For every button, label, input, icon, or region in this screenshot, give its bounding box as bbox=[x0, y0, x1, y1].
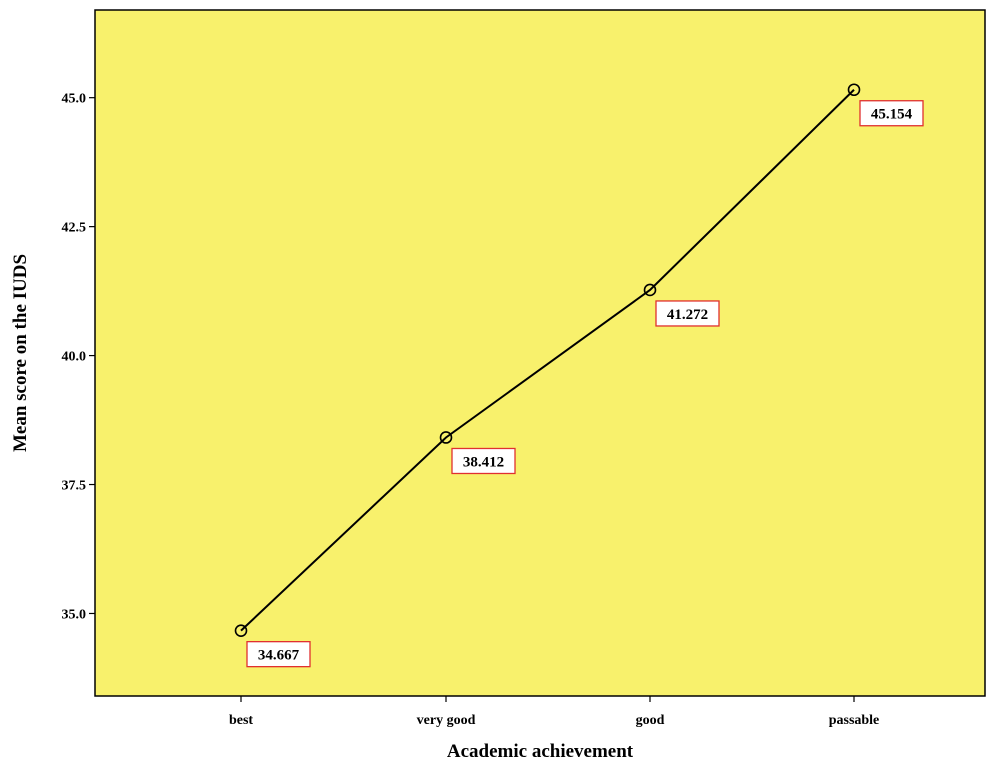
x-tick-label: passable bbox=[829, 713, 880, 728]
data-label-box bbox=[655, 300, 720, 327]
data-point-marker bbox=[643, 283, 657, 297]
data-label-box bbox=[246, 640, 311, 668]
y-tick-label: 40.0 bbox=[62, 350, 87, 365]
data-labels: 34.667 38.412 41.272 45.154 bbox=[246, 100, 924, 668]
data-label: 34.667 bbox=[246, 640, 311, 668]
data-point-marker bbox=[847, 83, 861, 97]
data-label: 45.154 bbox=[859, 100, 924, 127]
data-label-text: 41.272 bbox=[667, 307, 708, 323]
data-label: 41.272 bbox=[655, 300, 720, 327]
y-tick-label: 35.0 bbox=[62, 607, 87, 622]
data-label-text: 34.667 bbox=[258, 648, 300, 664]
x-tick-label: good bbox=[636, 713, 665, 728]
data-label-text: 38.412 bbox=[463, 454, 504, 470]
series-layer bbox=[234, 83, 861, 637]
data-label: 38.412 bbox=[451, 447, 516, 475]
x-axis-title: Academic achievement bbox=[447, 741, 634, 762]
data-label-box bbox=[451, 447, 516, 475]
data-point-marker bbox=[234, 624, 248, 637]
data-label-box bbox=[859, 100, 924, 127]
y-axis: 35.0 37.5 40.0 42.5 45.0 bbox=[62, 92, 95, 622]
y-tick-label: 37.5 bbox=[62, 479, 87, 494]
x-tick-label: best bbox=[229, 713, 253, 728]
y-tick-label: 45.0 bbox=[62, 92, 87, 107]
plot-area bbox=[94, 9, 986, 697]
y-axis-title: Mean score on the IUDS bbox=[10, 254, 31, 452]
x-tick-label: very good bbox=[417, 713, 476, 728]
data-label-text: 45.154 bbox=[871, 107, 913, 123]
y-tick-label: 42.5 bbox=[62, 221, 87, 236]
series-line bbox=[240, 89, 855, 632]
x-axis: best very good good passable bbox=[229, 696, 879, 728]
data-point-marker bbox=[439, 431, 453, 444]
